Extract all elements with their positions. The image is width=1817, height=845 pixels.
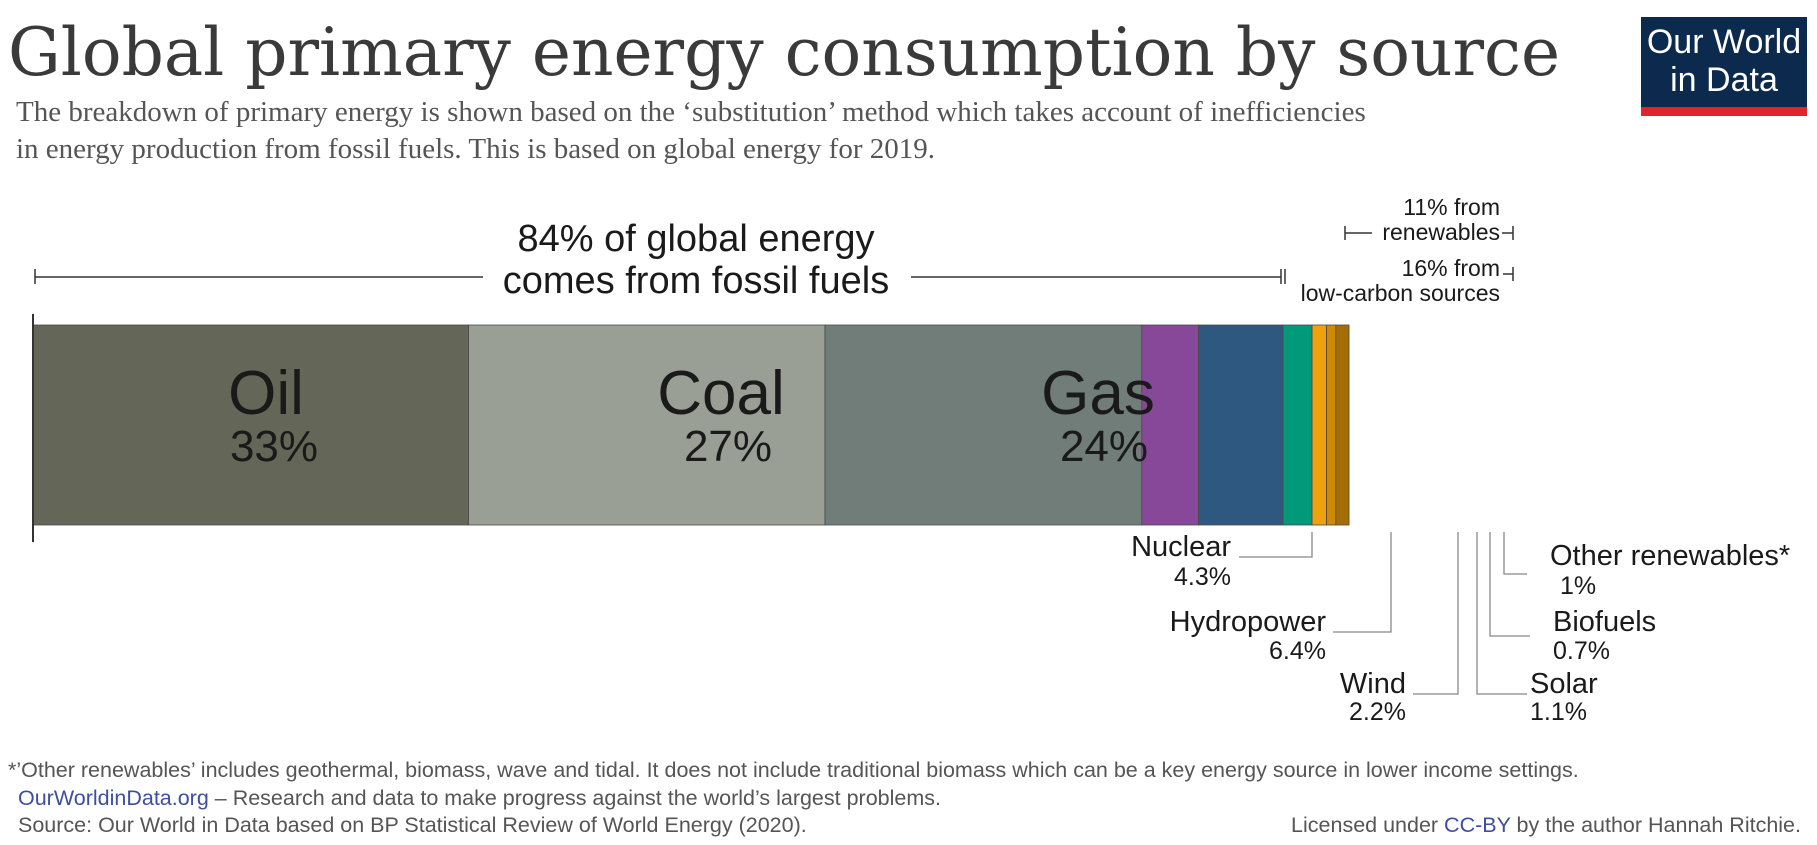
- bar-label-coal: Coal: [657, 359, 785, 428]
- stacked-bar: [32, 324, 1350, 526]
- leader-lines: [1239, 532, 1530, 695]
- bar-segment-oil[interactable]: [32, 324, 470, 526]
- bar-segment-solar[interactable]: [1311, 324, 1327, 526]
- license-suffix: by the author Hannah Ritchie.: [1511, 813, 1801, 837]
- label-hydropower: Hydropower: [1170, 606, 1327, 638]
- footer-note: *’Other renewables’ includes geothermal,…: [8, 758, 1579, 782]
- logo-line-2: in Data: [1670, 61, 1778, 99]
- bar-value-coal: 27%: [684, 422, 772, 471]
- bar-segment-gas[interactable]: [824, 324, 1143, 526]
- license-prefix: Licensed under: [1291, 813, 1444, 837]
- value-other-renewables: 1%: [1560, 572, 1596, 600]
- renewables-bracket-label-1: 11% from: [1403, 194, 1500, 220]
- bar-value-gas: 24%: [1060, 422, 1148, 471]
- value-hydropower: 6.4%: [1269, 637, 1326, 665]
- label-nuclear: Nuclear: [1131, 531, 1231, 563]
- site-tagline: – Research and data to make progress aga…: [209, 786, 941, 810]
- footer-source: Source: Our World in Data based on BP St…: [18, 813, 807, 837]
- value-biofuels: 0.7%: [1553, 637, 1610, 665]
- label-other-renewables: Other renewables*: [1550, 540, 1790, 572]
- bar-label-oil: Oil: [228, 359, 304, 428]
- chart-subtitle-line-1: The breakdown of primary energy is shown…: [16, 96, 1366, 128]
- value-wind: 2.2%: [1349, 698, 1406, 726]
- bar-segment-coal[interactable]: [468, 324, 826, 526]
- value-solar: 1.1%: [1530, 698, 1587, 726]
- bar-segment-hydropower[interactable]: [1198, 324, 1284, 526]
- owid-logo[interactable]: Our World in Data: [1641, 17, 1807, 116]
- label-biofuels: Biofuels: [1553, 606, 1656, 638]
- logo-line-1: Our World: [1647, 23, 1801, 61]
- bar-label-gas: Gas: [1041, 359, 1155, 428]
- fossil-bracket-label-1: 84% of global energy: [517, 218, 874, 260]
- low-carbon-bracket: [1503, 267, 1514, 281]
- label-solar: Solar: [1530, 668, 1598, 700]
- value-nuclear: 4.3%: [1174, 563, 1231, 591]
- footer-site-line: OurWorldinData.org – Research and data t…: [18, 786, 941, 810]
- low-carbon-bracket-label-2: low-carbon sources: [1301, 280, 1500, 306]
- renewables-bracket-label-2: renewables: [1382, 219, 1500, 245]
- low-carbon-bracket-label-1: 16% from: [1402, 255, 1500, 281]
- fossil-bracket: [34, 269, 1286, 284]
- fossil-bracket-label-2: comes from fossil fuels: [503, 260, 889, 302]
- bar-value-oil: 33%: [230, 422, 318, 471]
- renewables-bracket: [1344, 226, 1514, 240]
- chart-title: Global primary energy consumption by sou…: [8, 14, 1560, 91]
- bar-segment-biofuels[interactable]: [1326, 324, 1337, 526]
- license-link[interactable]: CC-BY: [1444, 813, 1511, 837]
- bar-segment-wind[interactable]: [1282, 324, 1313, 526]
- label-wind: Wind: [1340, 668, 1406, 700]
- site-link[interactable]: OurWorldinData.org: [18, 786, 209, 810]
- bar-segment-other-renewables[interactable]: [1335, 324, 1350, 526]
- chart-subtitle-line-2: in energy production from fossil fuels. …: [16, 133, 935, 165]
- footer-license: Licensed under CC-BY by the author Hanna…: [1291, 813, 1801, 837]
